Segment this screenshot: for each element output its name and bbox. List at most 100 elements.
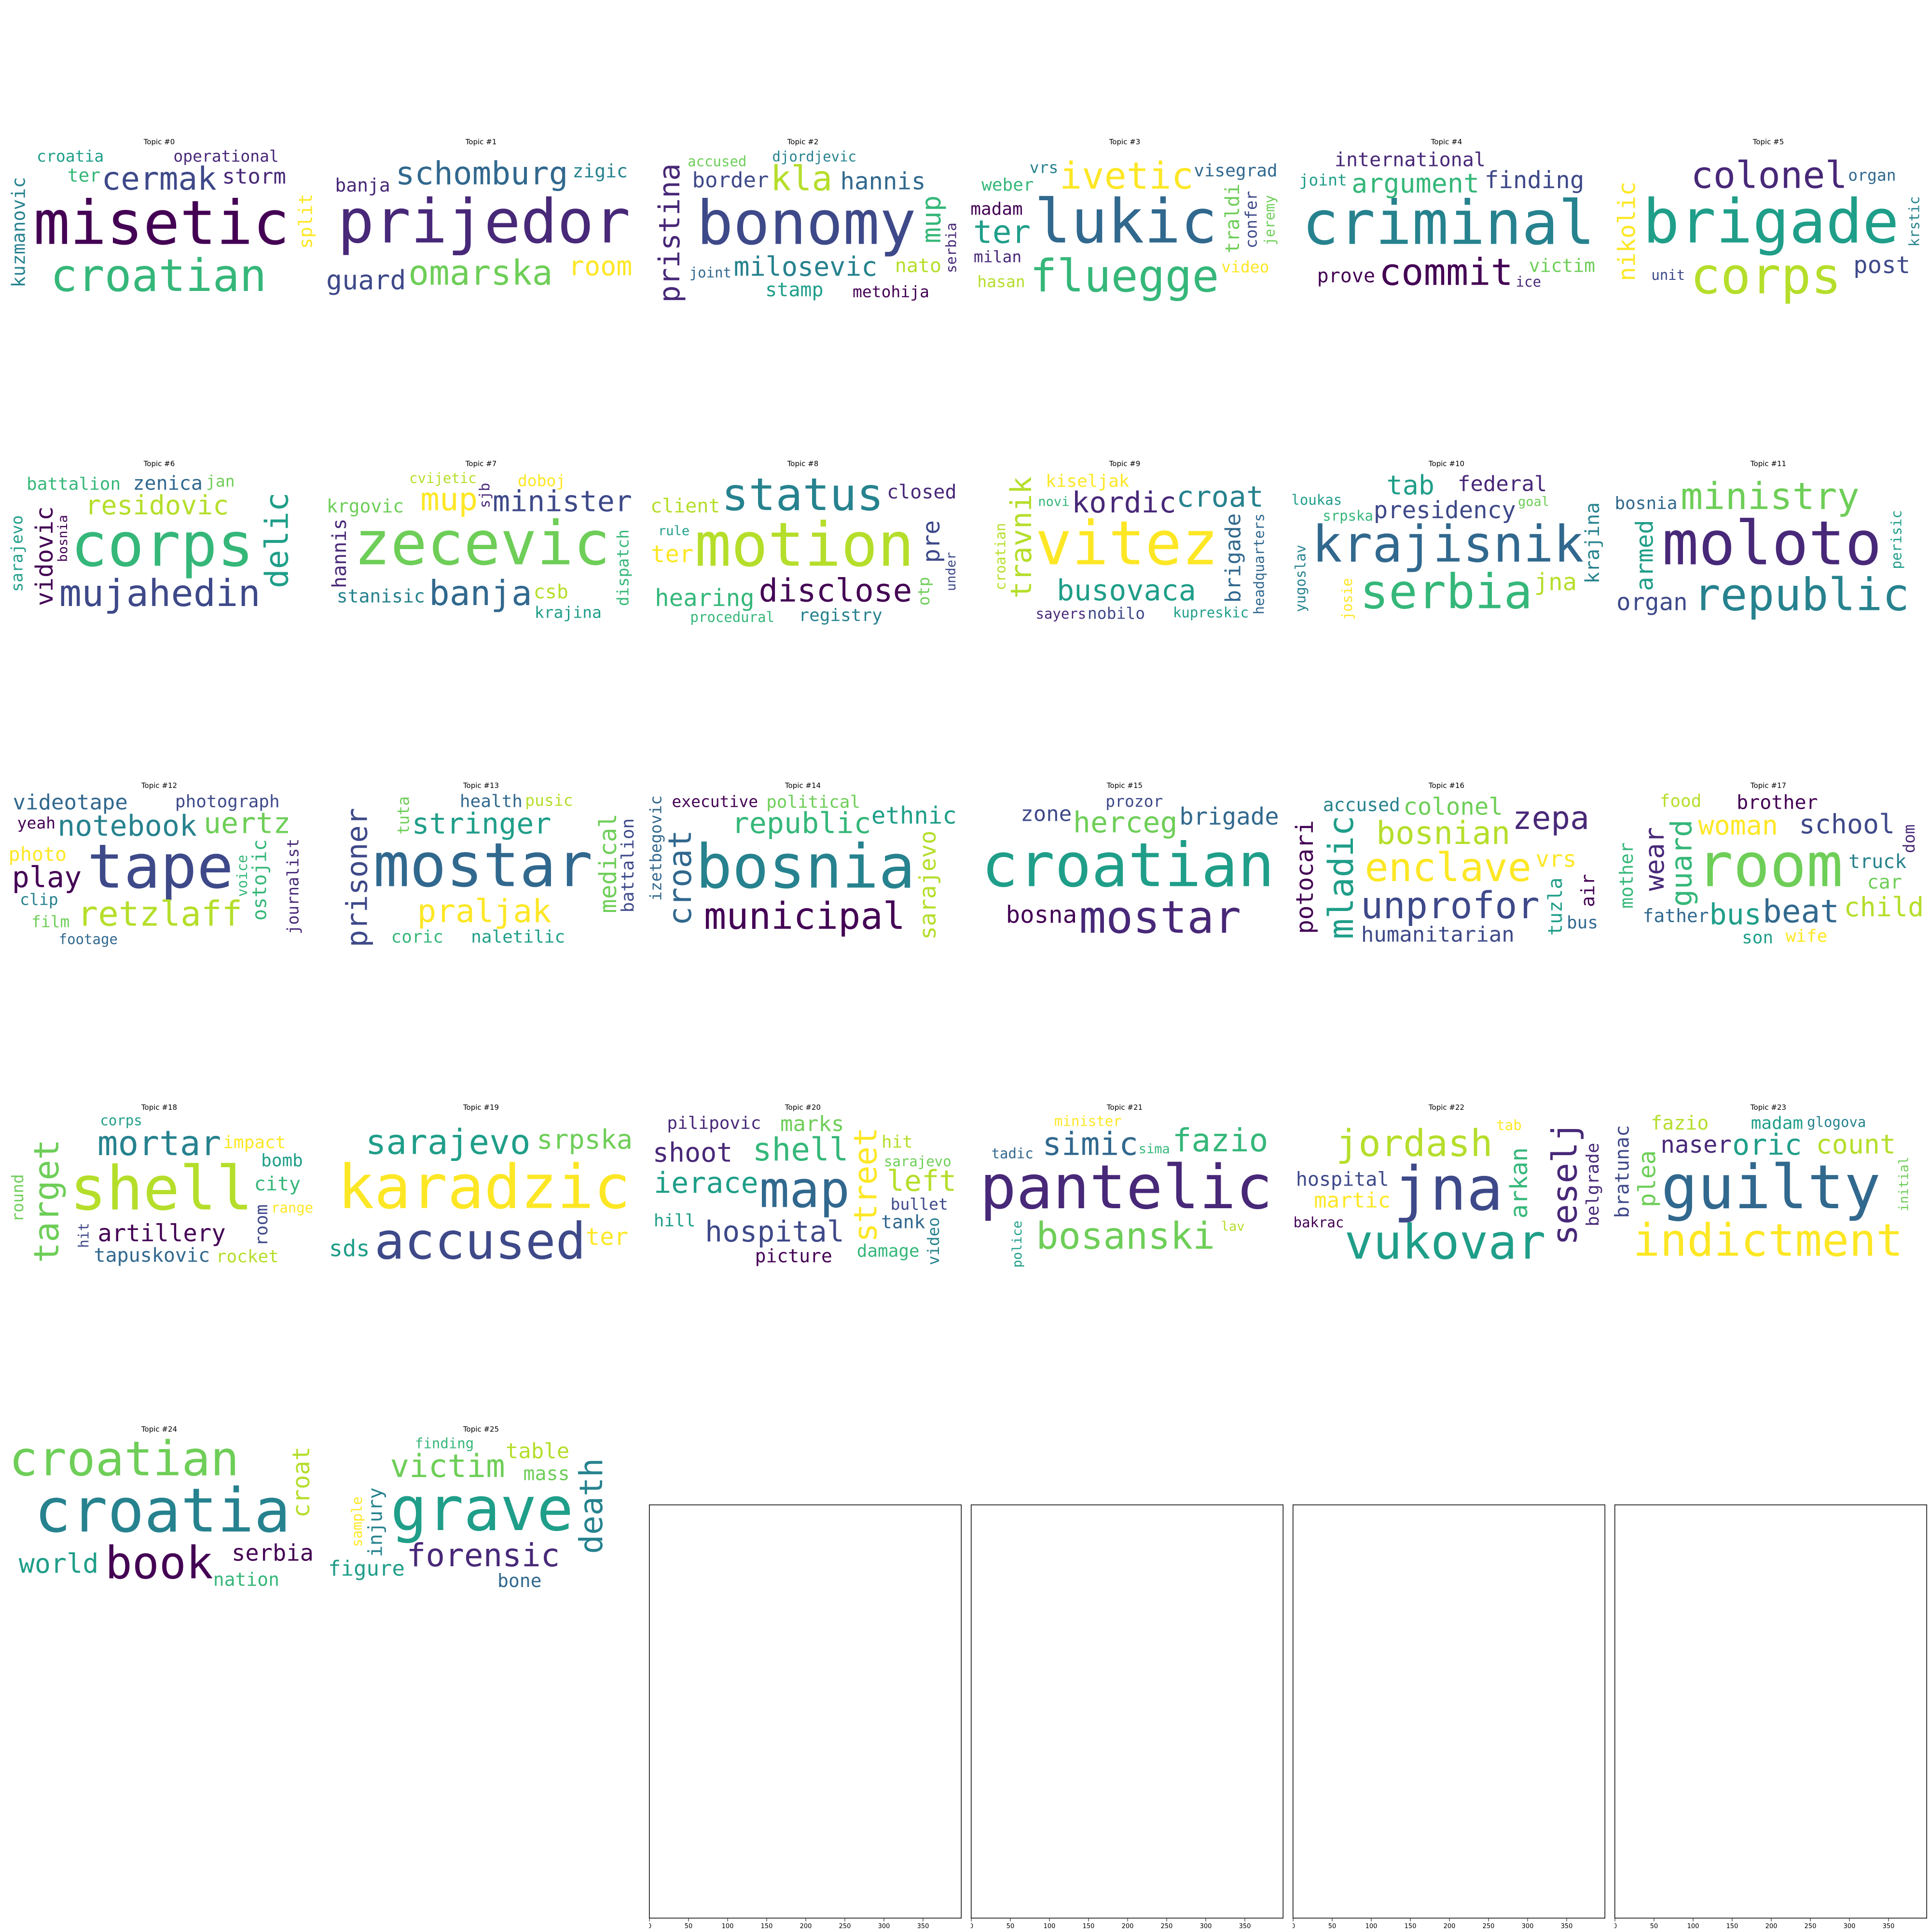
word-srpska: srpska [537, 1124, 633, 1155]
word-room: room [568, 251, 632, 282]
word-misetic: misetic [33, 187, 290, 258]
x-tick-label: 50 [685, 1923, 693, 1930]
topic-title: Topic #10 [1428, 459, 1465, 468]
word-target: target [27, 1139, 67, 1263]
word-visegrad: visegrad [1194, 161, 1277, 181]
word-fazio: fazio [1651, 1114, 1709, 1134]
word-izetbegovic: izetbegovic [647, 796, 665, 901]
word-naser: naser [1660, 1131, 1732, 1159]
word-naletilic: naletilic [471, 927, 565, 947]
word-accused: accused [1323, 794, 1400, 815]
word-tuta: tuta [394, 796, 413, 834]
word-bus: bus [1709, 897, 1762, 931]
word-serbia: serbia [232, 1540, 314, 1566]
word-milan: milan [974, 247, 1021, 266]
word-humanitarian: humanitarian [1361, 922, 1515, 947]
word-cloud: bosnia municipal croat republic ethnic saraje… [647, 792, 959, 948]
x-tick-label: 150 [1726, 1923, 1738, 1930]
word-krgovic: krgovic [327, 496, 404, 517]
word-left: left [887, 1164, 957, 1198]
word-cloud: mostar praljak prisoner stringer medical heal… [325, 792, 637, 948]
word-cloud: motion status disclose hearing ter pre client c… [647, 470, 959, 626]
word-mujahedin: mujahedin [59, 572, 261, 615]
word-retzlaff: retzlaff [77, 894, 242, 934]
word-clip: clip [20, 890, 58, 909]
x-tick-label: 100 [1044, 1923, 1056, 1930]
word-goal: goal [1518, 494, 1549, 509]
word-city: city [254, 1173, 301, 1195]
topic-panel: Topic #11 moloto republic ministry organ arme… [1612, 459, 1925, 638]
word-ethnic: ethnic [871, 802, 957, 829]
word-croatian: croatian [9, 1435, 239, 1487]
word-presidency: presidency [1374, 497, 1516, 524]
word-ter: ter [651, 540, 694, 568]
word-cloud: croatian mostar herceg bosna brigade zone proz… [968, 792, 1281, 948]
word-cloud: krajisnik serbia presidency tab jna federal kr… [1290, 470, 1603, 626]
word-krajina: krajina [1582, 502, 1603, 584]
topic-panel: Topic #19 karadzic accused sarajevo srpska te… [325, 1103, 637, 1282]
topic-panel: Topic #9 vitez busovaca travnik kordic croat b… [968, 459, 1281, 638]
topic-panel: Topic #5 brigade corps colonel nikolic post kr… [1612, 138, 1925, 316]
empty-axes-svg: 0 50 100 150 200 250 300 350 [1613, 1504, 1927, 1930]
word-figure: figure [328, 1557, 405, 1581]
x-tick-label: 100 [1687, 1923, 1699, 1930]
x-tick-label: 300 [878, 1923, 890, 1930]
word-accused: accused [374, 1212, 586, 1270]
word-mortar: mortar [97, 1123, 221, 1163]
topic-panel: Topic #13 mostar praljak prisoner stringer me… [325, 781, 637, 960]
word-impact: impact [223, 1132, 286, 1152]
topic-title: Topic #6 [143, 459, 175, 468]
axes-frame [971, 1504, 1283, 1918]
x-tick-label: 50 [1006, 1923, 1015, 1930]
word-brigade: brigade [1179, 803, 1279, 830]
word-krajisnik: krajisnik [1312, 515, 1584, 574]
word-bus: bus [1567, 913, 1598, 933]
word-bosnia: bosnia [55, 515, 70, 562]
word-nikolic: nikolic [1613, 181, 1641, 281]
word-unit: unit [1651, 267, 1685, 283]
word-pilipovic: pilipovic [667, 1114, 761, 1133]
word-brigade: brigade [1643, 186, 1899, 257]
word-brigade: brigade [1221, 513, 1246, 603]
topic-panel: Topic #15 croatian mostar herceg bosna brigad… [968, 781, 1281, 960]
word-battalion: battalion [618, 818, 637, 912]
word-tapuskovic: tapuskovic [94, 1244, 210, 1267]
topic-title: Topic #16 [1428, 781, 1465, 790]
axes-frame [649, 1504, 962, 1918]
word-zepa: zepa [1513, 800, 1589, 837]
word-schomburg: schomburg [396, 155, 568, 192]
word-food: food [1660, 792, 1702, 811]
word-sayers: sayers [1035, 606, 1086, 622]
word-guard: guard [1665, 819, 1698, 907]
word-kla: kla [771, 159, 832, 199]
empty-axes: 0 50 100 150 200 250 300 350 [647, 1504, 962, 1930]
topic-panel: Topic #25 grave forensic death victim figure t… [325, 1425, 637, 1603]
word-vrs: vrs [1536, 846, 1577, 873]
word-zigic: zigic [573, 160, 628, 181]
word-client: client [650, 495, 720, 517]
word-minister: minister [1054, 1114, 1122, 1129]
axes-frame [1293, 1504, 1605, 1918]
word-map: map [759, 1160, 850, 1219]
word-plea: plea [1633, 1150, 1661, 1207]
word-ostojic: ostojic [248, 839, 271, 921]
empty-axes-svg: 0 50 100 150 200 250 300 350 [647, 1504, 962, 1930]
topic-title: Topic #21 [1106, 1103, 1143, 1112]
word-executive: executive [672, 792, 758, 811]
word-prove: prove [1317, 265, 1375, 287]
x-tick-label: 50 [1328, 1923, 1337, 1930]
word-sample: sample [349, 1497, 365, 1547]
word-fluegge: fluegge [1030, 250, 1219, 302]
word-argument: argument [1351, 168, 1479, 199]
word-cloud: criminal commit argument finding internation… [1290, 148, 1603, 304]
word-cloud: karadzic accused sarajevo srpska ter sds [325, 1114, 637, 1270]
word-bosnian: bosnian [1376, 814, 1510, 852]
word-woman: woman [1698, 810, 1778, 841]
word-stanisic: stanisic [337, 585, 425, 607]
word-dom: dom [1900, 825, 1918, 854]
